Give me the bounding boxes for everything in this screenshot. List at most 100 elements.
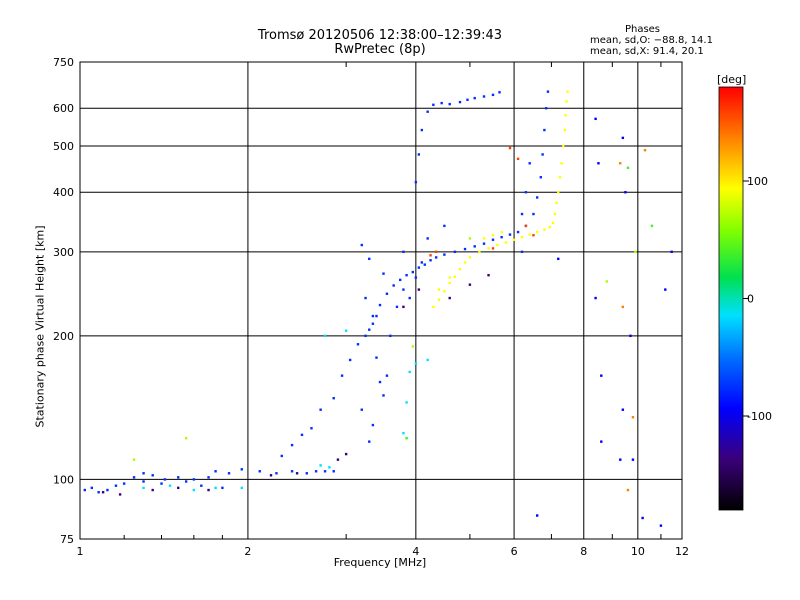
data-point (440, 101, 443, 105)
data-point (348, 358, 352, 362)
data-point (305, 472, 308, 475)
data-point (432, 103, 435, 107)
data-point (437, 298, 441, 301)
data-point (423, 263, 426, 266)
data-point (621, 408, 625, 411)
data-point (114, 484, 118, 487)
data-point (482, 95, 486, 98)
data-point (417, 288, 421, 291)
data-point (371, 314, 375, 318)
data-point (528, 233, 531, 236)
data-point (184, 480, 188, 483)
data-point (621, 305, 625, 309)
data-point (417, 266, 421, 269)
data-point (664, 288, 667, 291)
data-point (498, 91, 501, 94)
x-tick-label: 4 (412, 545, 419, 558)
data-point (323, 334, 327, 338)
phases-o-stats: mean, sd,O: −88.8, 14.1 (590, 35, 713, 46)
data-point (375, 314, 378, 318)
data-point (650, 224, 654, 228)
data-point (520, 250, 524, 254)
data-point (192, 488, 196, 492)
data-point (443, 253, 446, 256)
data-point (151, 488, 154, 492)
data-point (405, 437, 408, 440)
data-point (541, 153, 544, 156)
data-point (207, 488, 210, 492)
data-point (516, 230, 520, 234)
data-point (336, 458, 340, 461)
data-point (378, 380, 382, 384)
data-point (280, 454, 283, 458)
data-point (508, 233, 512, 236)
data-point (631, 458, 635, 461)
data-point (562, 144, 565, 148)
data-point (448, 281, 451, 285)
data-point (543, 228, 546, 231)
data-point (290, 470, 294, 473)
data-point (408, 296, 411, 300)
colorbar-tick-label: 0 (747, 293, 754, 306)
data-point (564, 114, 567, 117)
data-point (392, 284, 395, 287)
data-point (566, 90, 569, 93)
data-point (97, 491, 100, 494)
data-point (473, 96, 476, 100)
data-point (626, 166, 630, 170)
data-point (405, 401, 408, 404)
data-point (375, 356, 378, 359)
data-point (458, 267, 462, 271)
chart-subtitle: RwPretec (8p) (334, 42, 426, 57)
data-point (319, 464, 322, 467)
data-point (323, 470, 327, 473)
data-point (122, 482, 126, 485)
data-point (631, 416, 635, 419)
data-point (402, 288, 405, 291)
y-tick-label: 500 (53, 140, 74, 153)
data-point (364, 334, 367, 338)
data-point (463, 247, 467, 251)
data-points (83, 90, 673, 527)
data-point (118, 493, 122, 496)
data-point (163, 478, 167, 481)
data-point (408, 370, 411, 374)
data-point (368, 440, 371, 443)
data-point (563, 128, 567, 132)
y-tick-label: 750 (53, 56, 74, 69)
data-point (429, 259, 432, 262)
data-point (402, 250, 405, 254)
x-tick-label: 1 (77, 545, 84, 558)
colorbar-ticks: -100 0 100 (743, 175, 772, 423)
data-point (240, 468, 243, 471)
data-point (356, 343, 360, 346)
data-point (142, 480, 145, 483)
data-point (594, 117, 597, 121)
data-point (619, 162, 622, 165)
data-point (101, 491, 105, 494)
data-point (605, 280, 609, 283)
data-point (487, 273, 490, 277)
x-axis-label: Frequency [MHz] (333, 556, 427, 569)
data-point (426, 358, 429, 362)
data-point (200, 484, 203, 487)
data-point (458, 100, 462, 104)
data-point (132, 476, 136, 479)
data-point (429, 254, 432, 257)
data-point (491, 238, 495, 241)
data-point (437, 288, 441, 291)
data-point (453, 275, 457, 278)
data-point (395, 305, 399, 309)
data-point (295, 472, 299, 475)
data-point (420, 128, 424, 132)
data-point (344, 452, 348, 456)
data-point (414, 276, 418, 279)
data-point (565, 100, 568, 103)
data-point (192, 478, 196, 481)
data-point (344, 329, 348, 332)
data-point (214, 486, 217, 490)
data-point (364, 296, 367, 300)
data-point (594, 296, 597, 300)
data-point (368, 328, 371, 331)
